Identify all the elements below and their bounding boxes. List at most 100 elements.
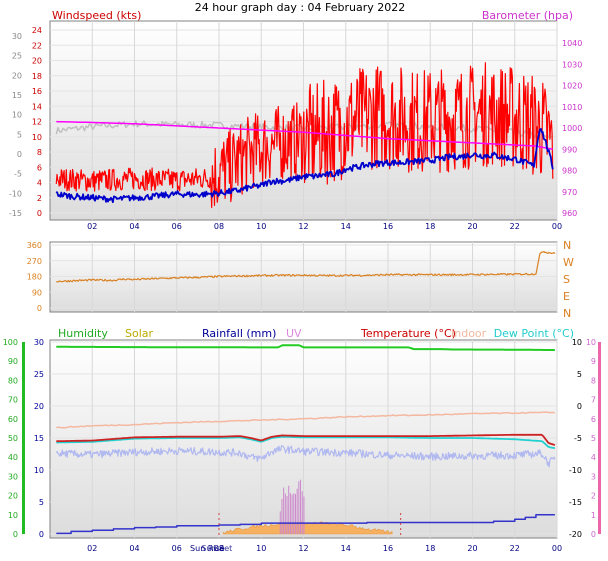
- wind-y-tick-label: 0: [37, 209, 42, 218]
- rain-y-tick-label: 20: [34, 402, 44, 411]
- rain-y-tick-label: 15: [34, 434, 44, 443]
- wind-y-tick-label: 12: [32, 118, 42, 127]
- wind-y-tick-label: 14: [32, 102, 42, 111]
- temp-y-tick-label: 10: [572, 338, 582, 347]
- solar-label: Solar: [125, 327, 154, 340]
- compass-label: S: [563, 273, 570, 286]
- humidity-y-tick-label: 80: [8, 376, 18, 385]
- rain-y-tick-label: 0: [39, 530, 44, 539]
- dir-y-tick-label: 270: [27, 257, 42, 266]
- uv-y-tick-label: 10: [586, 338, 596, 347]
- humidity-label: Humidity: [58, 327, 108, 340]
- outer-y-tick-label: 30: [12, 32, 22, 41]
- thermo-x-tick-label: 18: [425, 544, 435, 553]
- thermo-x-tick-label: 12: [298, 544, 308, 553]
- outer-y-tick-label: -10: [9, 189, 22, 198]
- thermo-x-tick-label: 20: [467, 544, 477, 553]
- humidity-y-tick-label: 0: [13, 530, 18, 539]
- wind-y-tick-label: 20: [32, 57, 42, 66]
- dewpoint-line: [56, 435, 556, 450]
- indoor-line: [56, 411, 556, 429]
- rain-y-tick-label: 25: [34, 370, 44, 379]
- uv-axis-bar: [598, 342, 601, 534]
- rain-y-tick-label: 30: [34, 338, 44, 347]
- humidity-y-tick-label: 30: [8, 472, 18, 481]
- uv-y-tick-label: 2: [591, 492, 596, 501]
- baro-y-tick-label: 990: [562, 145, 577, 154]
- thermo-x-tick-label: 22: [510, 544, 520, 553]
- compass-label: E: [563, 290, 570, 303]
- compass-label: W: [563, 256, 574, 269]
- rainfall-line: [56, 514, 555, 535]
- uv-y-tick-label: 4: [591, 453, 596, 462]
- baro-y-tick-label: 1000: [562, 124, 582, 133]
- baro-y-tick-label: 960: [562, 209, 577, 218]
- windspeed-label: Windspeed (kts): [52, 9, 141, 22]
- wind-x-tick-label: 22: [510, 222, 520, 231]
- barometer-label: Barometer (hpa): [482, 9, 573, 22]
- outer-y-tick-label: -5: [14, 170, 22, 179]
- average-wind-line: [55, 127, 554, 204]
- baro-y-tick-label: 1010: [562, 103, 582, 112]
- dir-y-tick-label: 180: [27, 273, 42, 282]
- outer-y-tick-label: -15: [9, 209, 22, 218]
- uv-y-tick-label: 9: [591, 357, 596, 366]
- wind-x-tick-label: 20: [467, 222, 477, 231]
- page-title: 24 hour graph day : 04 February 2022: [195, 1, 406, 14]
- compass-label: N: [563, 239, 571, 252]
- humidity-y-tick-label: 10: [8, 511, 18, 520]
- wind-x-tick-label: 08: [214, 222, 224, 231]
- outer-y-tick-label: 20: [12, 71, 22, 80]
- temp-y-tick-label: -20: [569, 530, 582, 539]
- humidity-y-tick-label: 50: [8, 434, 18, 443]
- thermo-x-tick-label: 06: [172, 544, 182, 553]
- humidity-y-tick-label: 20: [8, 492, 18, 501]
- apparent-line: [55, 445, 556, 468]
- uv-y-tick-label: 5: [591, 434, 596, 443]
- dir-y-tick-label: 360: [27, 241, 42, 250]
- wind-x-tick-label: 04: [129, 222, 139, 231]
- series: [55, 62, 556, 535]
- temp-y-tick-label: -15: [569, 498, 582, 507]
- rain-y-tick-label: 5: [39, 498, 44, 507]
- wind-y-tick-label: 8: [37, 148, 42, 157]
- wind-y-tick-label: 4: [37, 179, 42, 188]
- wind-x-tick-label: 12: [298, 222, 308, 231]
- wind-x-tick-label: 18: [425, 222, 435, 231]
- wind-y-tick-label: 10: [32, 133, 42, 142]
- outer-y-tick-label: 0: [17, 150, 22, 159]
- wind-y-tick-label: 18: [32, 72, 42, 81]
- axes: 024681012141618202224-15-10-505101520253…: [3, 26, 601, 553]
- uv-y-tick-label: 8: [591, 376, 596, 385]
- wind-x-tick-label: 00: [552, 222, 562, 231]
- uv-y-tick-label: 3: [591, 472, 596, 481]
- baro-y-tick-label: 1030: [562, 60, 582, 69]
- wind-direction-line: [55, 251, 556, 283]
- uv-y-tick-label: 0: [591, 530, 596, 539]
- uv-label: UV: [286, 327, 302, 340]
- compass-label: N: [563, 307, 571, 320]
- thermo-x-tick-label: 10: [256, 544, 266, 553]
- thermo-x-tick-label: 00: [552, 544, 562, 553]
- wind-x-tick-label: 14: [341, 222, 351, 231]
- uv-y-tick-label: 6: [591, 415, 596, 424]
- outer-y-tick-label: 25: [12, 52, 22, 61]
- dir-y-tick-label: 0: [37, 304, 42, 313]
- wind-x-tick-label: 02: [87, 222, 97, 231]
- rain-y-tick-label: 10: [34, 466, 44, 475]
- sunset-label: Sun Set: [201, 544, 232, 553]
- thermo-x-tick-label: 08: [214, 544, 224, 553]
- outer-y-tick-label: 15: [12, 91, 22, 100]
- thermo-x-tick-label: 02: [87, 544, 97, 553]
- baro-y-tick-label: 970: [562, 188, 577, 197]
- humidity-y-tick-label: 40: [8, 453, 18, 462]
- outer-y-tick-label: 10: [12, 111, 22, 120]
- thermo-x-tick-label: 16: [383, 544, 393, 553]
- uv-y-tick-label: 1: [591, 511, 596, 520]
- wind-x-tick-label: 06: [172, 222, 182, 231]
- temp-y-tick-label: -5: [574, 434, 582, 443]
- temperature-line: [56, 433, 556, 446]
